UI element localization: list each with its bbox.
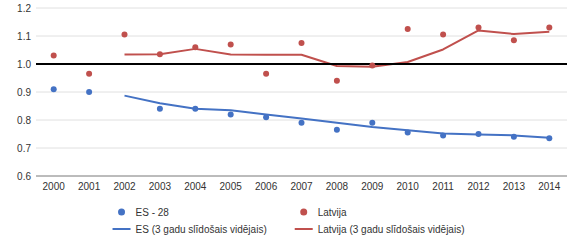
legend-dot — [300, 209, 307, 216]
dot — [440, 32, 446, 38]
dot — [546, 25, 552, 31]
legend-line — [113, 228, 131, 230]
x-tick-label: 2007 — [290, 181, 313, 192]
legend-entry: ES - 28 — [118, 207, 169, 218]
dot — [369, 120, 375, 126]
legend-label: ES - 28 — [136, 207, 170, 218]
dot — [228, 41, 234, 47]
dot — [369, 62, 375, 68]
dot — [405, 130, 411, 136]
x-tick-label: 2008 — [326, 181, 349, 192]
chart: 0.60.70.80.91.01.11.22000200120022003200… — [0, 0, 577, 246]
y-tick-label: 0.9 — [17, 87, 31, 98]
x-tick-label: 2003 — [149, 181, 172, 192]
grid-line — [36, 92, 567, 93]
legend-label: Latvija (3 gadu slīdošais vidējais) — [318, 224, 465, 235]
legend-line — [295, 228, 313, 230]
moving-average-line — [125, 96, 550, 138]
dot — [476, 131, 482, 137]
dot — [86, 89, 92, 95]
x-tick-label: 2004 — [184, 181, 207, 192]
y-tick-label: 0.7 — [17, 143, 31, 154]
dot — [157, 51, 163, 57]
dot — [299, 120, 305, 126]
y-tick-label: 0.8 — [17, 115, 31, 126]
dot — [263, 71, 269, 77]
dot — [51, 53, 57, 59]
y-tick-label: 1.2 — [17, 3, 31, 14]
y-tick-label: 1.1 — [17, 31, 31, 42]
dot — [334, 127, 340, 133]
legend-dot — [118, 209, 125, 216]
moving-average-line — [125, 30, 550, 66]
grid-line — [36, 36, 567, 37]
x-axis-line — [36, 176, 567, 177]
grid-line — [36, 148, 567, 149]
legend-label: Latvija — [318, 207, 347, 218]
dot — [228, 111, 234, 117]
legend-label: ES (3 gadu slīdošais vidējais) — [136, 224, 267, 235]
x-tick-label: 2001 — [78, 181, 101, 192]
x-tick-label: 2009 — [361, 181, 384, 192]
x-tick-label: 2013 — [503, 181, 526, 192]
legend: ES - 28 Latvija ES (3 gadu slīdošais vidēj… — [113, 207, 465, 235]
x-tick-label: 2005 — [220, 181, 243, 192]
dot — [511, 134, 517, 140]
dot — [263, 114, 269, 120]
x-tick-label: 2002 — [113, 181, 136, 192]
dot — [334, 78, 340, 84]
dot — [546, 135, 552, 141]
x-axis: 2000 2001 2002 2003 2004 2005 2006 2007 2008 2009… — [36, 176, 567, 192]
grid-line — [36, 64, 567, 65]
grid-line — [36, 8, 567, 9]
x-tick-label: 2014 — [538, 181, 561, 192]
x-tick-label: 2010 — [397, 181, 420, 192]
legend-entry: ES (3 gadu slīdošais vidējais) — [113, 224, 267, 235]
plot-area — [36, 25, 567, 142]
dot — [51, 86, 57, 92]
dot — [299, 40, 305, 46]
legend-entry: Latvija — [300, 207, 347, 218]
reference-line — [36, 63, 567, 65]
dot — [122, 32, 128, 38]
dot — [157, 106, 163, 112]
dot — [440, 132, 446, 138]
legend-entry: Latvija (3 gadu slīdošais vidējais) — [295, 224, 465, 235]
dot — [476, 25, 482, 31]
dot — [192, 44, 198, 50]
x-tick-label: 2012 — [467, 181, 490, 192]
dot — [86, 71, 92, 77]
y-tick-label: 0.6 — [17, 171, 31, 182]
x-tick-label: 2000 — [43, 181, 66, 192]
dot — [511, 37, 517, 43]
dot — [192, 106, 198, 112]
grid — [36, 8, 567, 176]
grid-line — [36, 176, 567, 177]
y-axis: 0.6 0.7 0.8 0.9 1.0 1.1 1.2 — [17, 3, 31, 182]
x-tick-label: 2006 — [255, 181, 278, 192]
y-tick-label: 1.0 — [17, 59, 31, 70]
x-tick-label: 2011 — [432, 181, 454, 192]
dot — [405, 26, 411, 32]
